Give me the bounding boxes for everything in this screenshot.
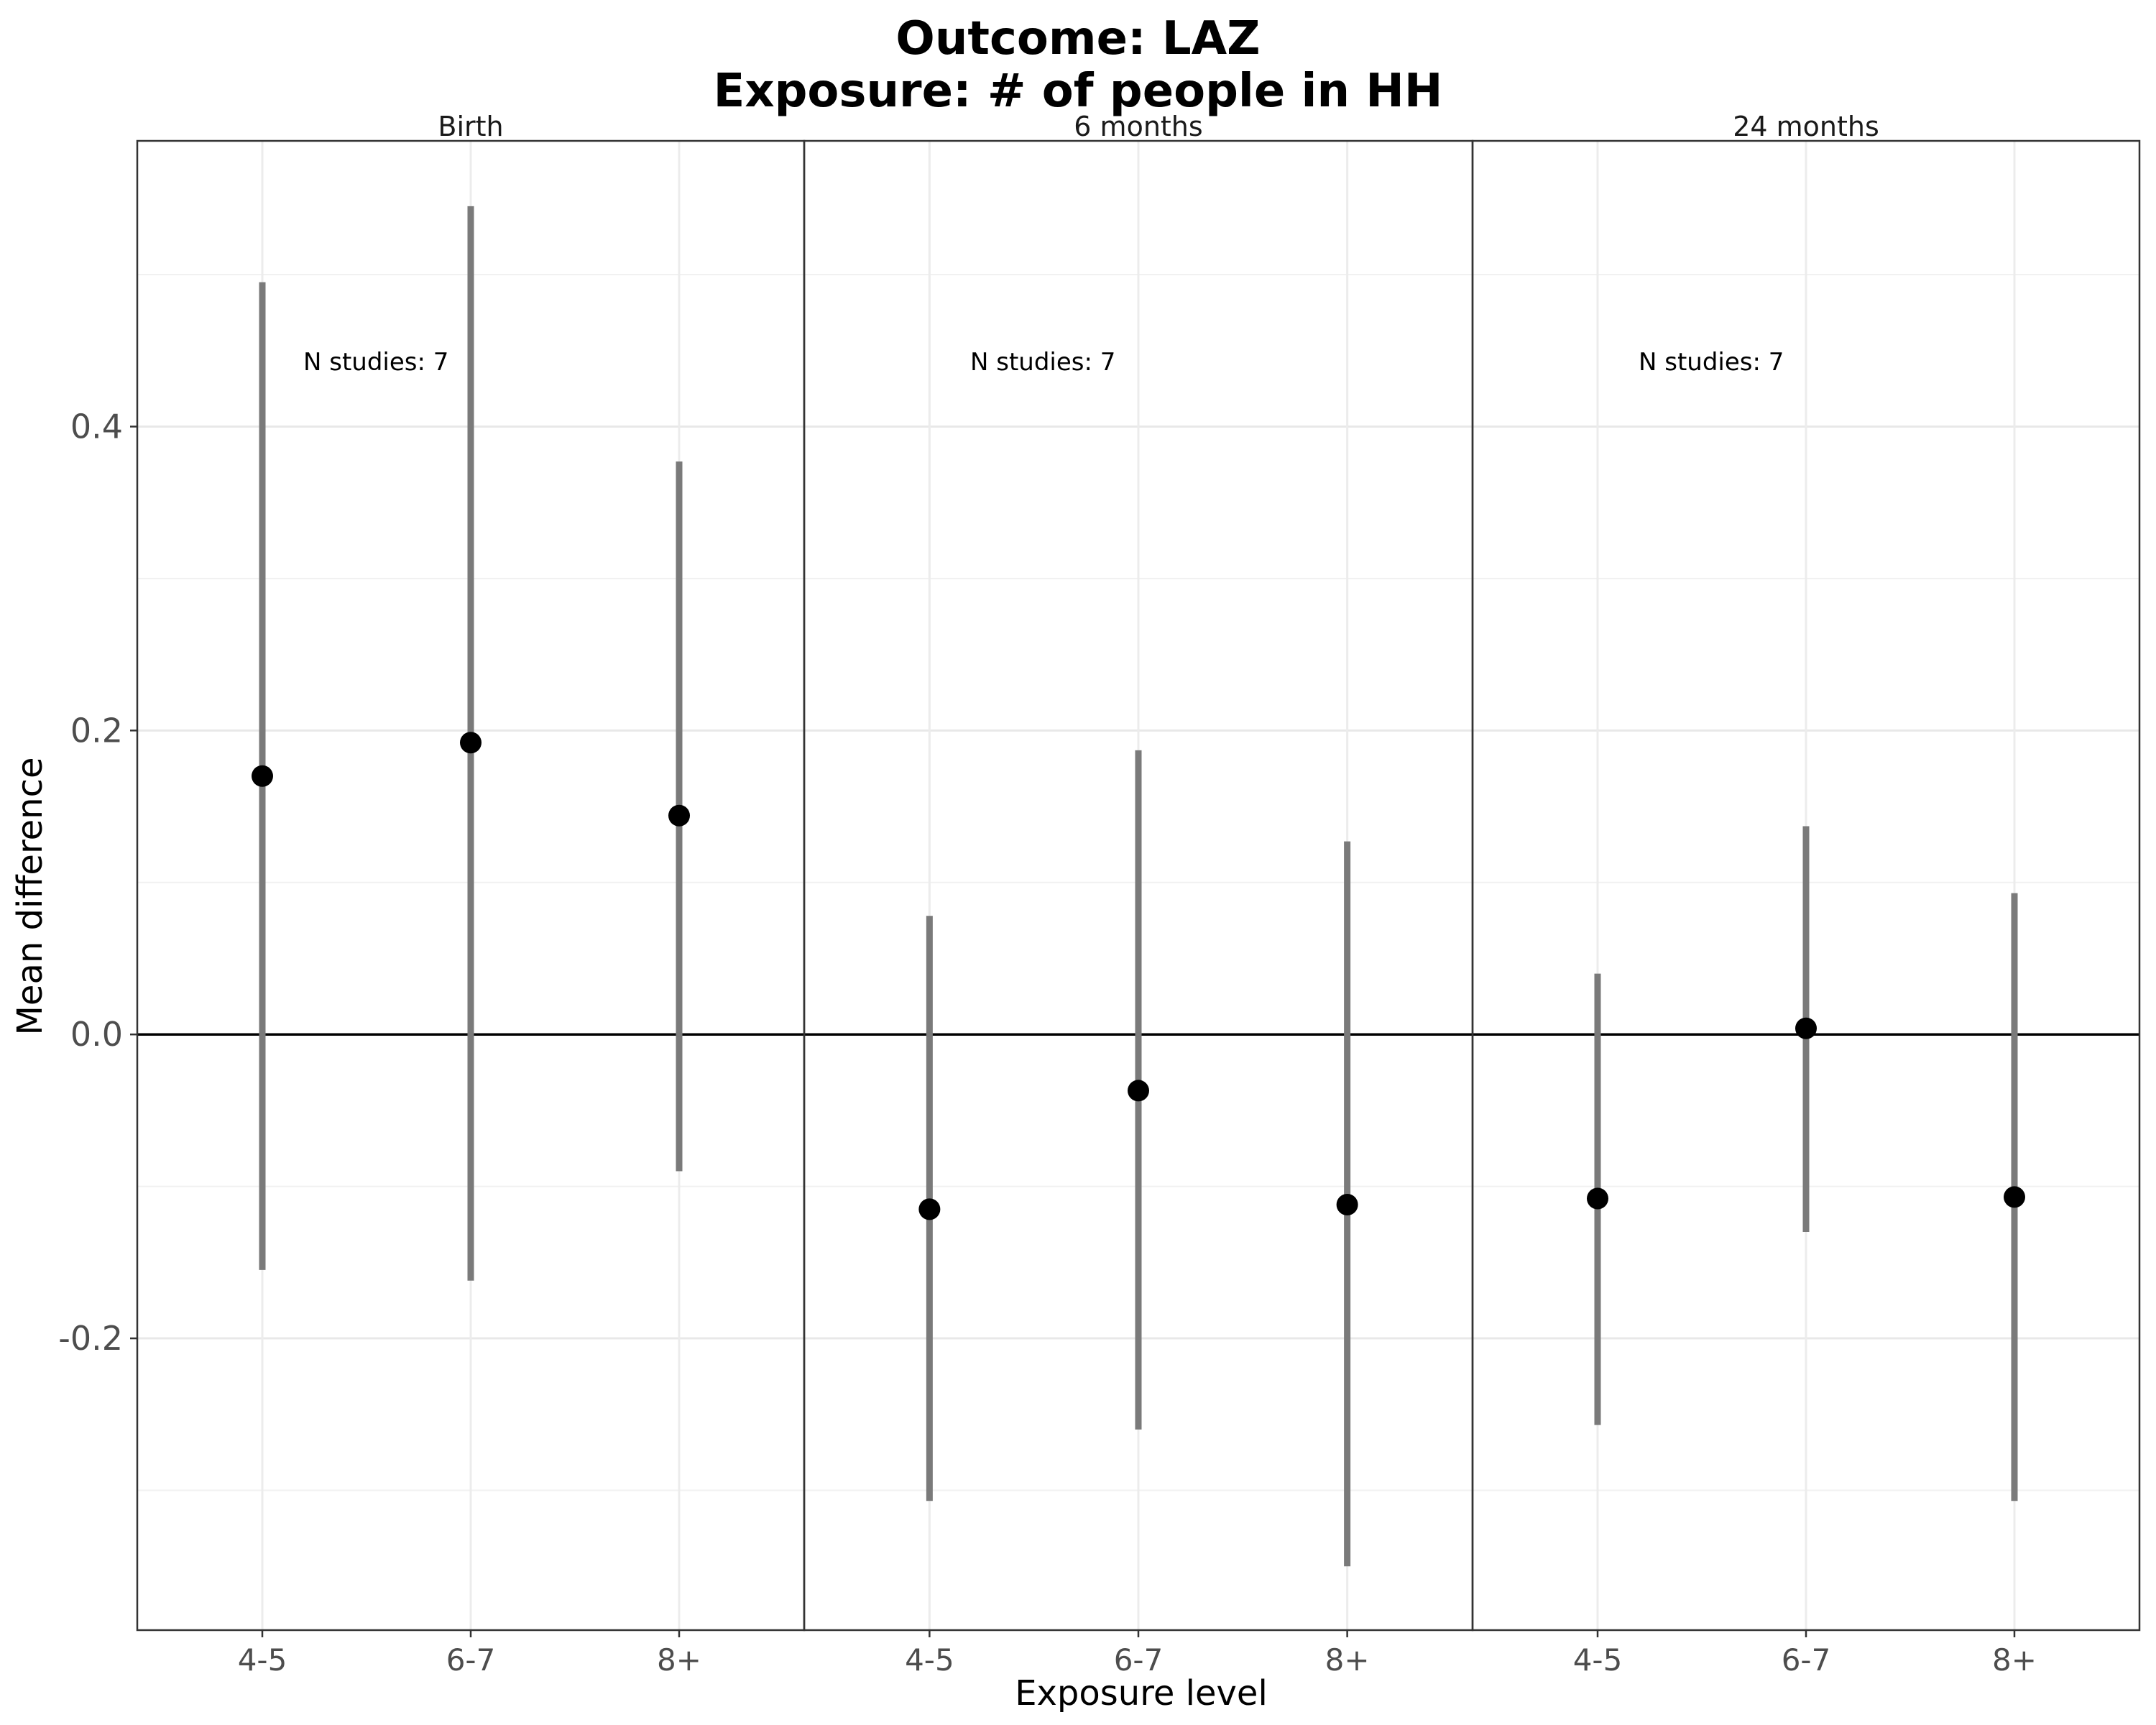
x-tick-label: 4-5: [905, 1642, 954, 1678]
x-tick-label: 8+: [657, 1642, 701, 1678]
x-tick-label: 4-5: [238, 1642, 287, 1678]
estimate-point: [1336, 1194, 1358, 1215]
y-tick-label: 0.4: [70, 407, 123, 446]
estimate-point: [668, 804, 690, 827]
n-studies-annotation: N studies: 7: [303, 348, 448, 377]
chart-title-line1: Outcome: LAZ: [895, 12, 1260, 65]
plot-area: Birth 6 months 24 months N studies: 7 N stud…: [58, 111, 2141, 1678]
estimate-point: [1128, 1080, 1149, 1102]
n-studies-annotation: N studies: 7: [970, 348, 1115, 377]
n-studies-annotation: N studies: 7: [1639, 348, 1784, 377]
estimate-point: [252, 765, 273, 787]
x-axis-label: Exposure level: [1015, 1673, 1268, 1714]
y-tick-label: 0.2: [70, 711, 123, 750]
estimate-point: [1795, 1017, 1817, 1039]
panel-strip-label: 24 months: [1733, 111, 1879, 142]
x-tick-label: 6-7: [446, 1642, 496, 1678]
estimate-point: [1587, 1187, 1608, 1210]
x-tick-label: 4-5: [1573, 1642, 1623, 1678]
panel-strip-label: 6 months: [1074, 111, 1202, 142]
x-tick-label: 8+: [1325, 1642, 1370, 1678]
estimate-point: [2004, 1186, 2025, 1208]
y-tick-label: 0.0: [70, 1015, 123, 1054]
x-tick-label: 8+: [1992, 1642, 2037, 1678]
y-axis-label: Mean difference: [10, 758, 50, 1036]
estimate-point: [460, 732, 482, 754]
y-tick-label: -0.2: [58, 1319, 123, 1358]
chart-title-line2: Exposure: # of people in HH: [714, 65, 1443, 118]
x-tick-label: 6-7: [1114, 1642, 1164, 1678]
estimate-point: [918, 1198, 941, 1220]
x-tick-label: 6-7: [1782, 1642, 1831, 1678]
panel-strip-label: Birth: [438, 111, 503, 142]
